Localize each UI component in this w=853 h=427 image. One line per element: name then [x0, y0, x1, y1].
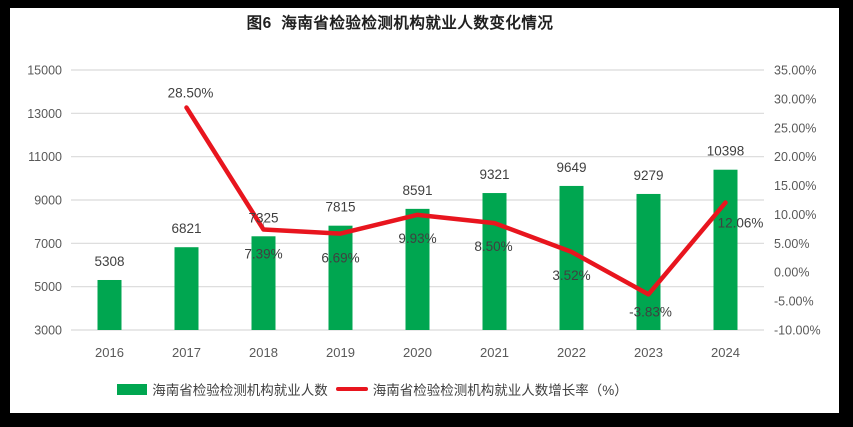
right-axis-tick: 15.00% — [774, 179, 816, 193]
right-axis-tick: -5.00% — [774, 295, 814, 309]
right-axis-tick: 30.00% — [774, 92, 816, 106]
bar-2017 — [174, 247, 199, 330]
bar-2019 — [328, 225, 353, 330]
growth-rate-label-2021: 8.50% — [474, 239, 512, 254]
left-axis-tick: 5000 — [34, 280, 62, 294]
bar-value-label-2017: 6821 — [171, 221, 201, 236]
legend-line-swatch-icon — [335, 387, 368, 391]
bar-value-label-2016: 5308 — [94, 254, 124, 269]
right-axis-tick: 20.00% — [774, 150, 816, 164]
growth-rate-label-2023: -3.83% — [629, 304, 672, 319]
left-axis-tick: 7000 — [34, 237, 62, 251]
x-axis-label-2021: 2021 — [480, 345, 509, 360]
bar-2020 — [405, 208, 430, 330]
right-axis-tick: 0.00% — [774, 266, 809, 280]
x-axis-label-2017: 2017 — [172, 345, 201, 360]
left-axis-tick: 3000 — [34, 324, 62, 338]
growth-rate-label-2017: 28.50% — [168, 86, 214, 101]
bar-value-label-2021: 9321 — [479, 167, 509, 182]
x-axis-label-2024: 2024 — [711, 345, 740, 360]
legend: 海南省检验检测机构就业人数 海南省检验检测机构就业人数增长率（%） — [0, 379, 745, 399]
x-axis-label-2018: 2018 — [249, 345, 278, 360]
growth-rate-label-2022: 3.52% — [552, 268, 590, 283]
x-axis-label-2019: 2019 — [326, 345, 355, 360]
chart-title: 图6 海南省检验检测机构就业人数变化情况 — [246, 15, 554, 32]
right-axis-tick: 10.00% — [774, 208, 816, 222]
bar-value-label-2020: 8591 — [402, 183, 432, 198]
left-axis-tick: 15000 — [27, 64, 62, 78]
growth-rate-label-2020: 9.93% — [398, 231, 436, 246]
legend-label-growth-rate: 海南省检验检测机构就业人数增长率（%） — [372, 383, 628, 398]
growth-rate-line — [184, 105, 728, 297]
bar-2024 — [713, 169, 738, 330]
x-axis-label-2016: 2016 — [95, 345, 124, 360]
legend-item-growth-rate: 海南省检验检测机构就业人数增长率（%） — [335, 379, 628, 399]
bar-value-label-2019: 7815 — [325, 200, 355, 215]
x-axis-label-2023: 2023 — [634, 345, 663, 360]
right-axis-tick: -10.00% — [774, 324, 821, 338]
right-axis-tick: 25.00% — [774, 121, 816, 135]
bar-2018 — [251, 236, 276, 330]
x-axis-label-2020: 2020 — [403, 345, 432, 360]
growth-rate-label-2024: 12.06% — [718, 216, 764, 231]
bar-value-label-2018: 7325 — [248, 210, 278, 225]
bar-value-label-2024: 10398 — [707, 144, 745, 159]
right-axis-tick: 35.00% — [774, 64, 816, 78]
left-axis-tick: 11000 — [28, 150, 62, 164]
growth-rate-label-2019: 6.69% — [321, 251, 359, 266]
bar-value-label-2023: 9279 — [633, 168, 663, 183]
left-axis-tick: 13000 — [27, 107, 62, 121]
growth-rate-label-2018: 7.39% — [244, 247, 282, 262]
bar-value-label-2022: 9649 — [556, 160, 586, 175]
legend-bar-swatch-icon — [117, 383, 148, 395]
left-axis-tick: 9000 — [34, 194, 62, 208]
bar-2016 — [97, 279, 122, 330]
bar-2021 — [482, 193, 507, 330]
legend-item-employment: 海南省检验检测机构就业人数 — [117, 379, 328, 399]
right-axis-tick: 5.00% — [774, 237, 809, 251]
legend-label-employment: 海南省检验检测机构就业人数 — [152, 383, 328, 398]
bar-2023 — [636, 193, 661, 330]
x-axis-label-2022: 2022 — [557, 345, 586, 360]
